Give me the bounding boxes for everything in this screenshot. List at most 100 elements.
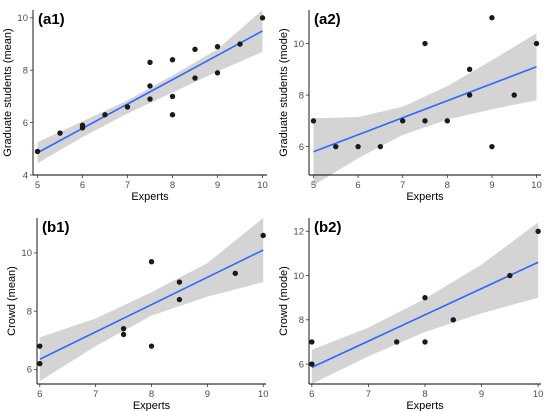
y-tick-label-6: 6 — [299, 142, 304, 153]
data-point-18 — [259, 15, 266, 21]
data-point-6 — [450, 317, 456, 323]
x-tick-label-10: 10 — [531, 180, 542, 191]
x-tick-label-6: 6 — [37, 389, 42, 400]
data-point-14 — [192, 46, 198, 52]
x-axis-title: Experts — [406, 400, 444, 411]
y-tick-label-10: 10 — [293, 271, 304, 282]
data-point-10 — [169, 112, 176, 118]
x-axis-title: Experts — [131, 191, 169, 203]
data-point-5 — [148, 343, 155, 349]
data-point-6 — [422, 118, 428, 124]
x-tick-label-9: 9 — [489, 180, 494, 191]
data-point-1 — [37, 360, 43, 367]
x-tick-label-8: 8 — [149, 389, 154, 400]
x-tick-label-8: 8 — [422, 389, 427, 400]
y-tick-label-4: 4 — [23, 170, 28, 181]
regression-line — [37, 30, 263, 154]
x-tick-label-7: 7 — [400, 180, 405, 191]
data-point-4 — [79, 122, 86, 128]
regression-line — [39, 249, 264, 360]
data-point-4 — [422, 339, 428, 345]
confidence-band — [311, 222, 539, 384]
x-tick-label-9: 9 — [479, 389, 484, 400]
x-tick-label-7: 7 — [93, 389, 98, 400]
data-point-5 — [399, 118, 406, 124]
x-tick-label-6: 6 — [309, 389, 314, 400]
x-axis-title: Experts — [133, 400, 171, 411]
data-point-11 — [169, 93, 176, 100]
data-point-8 — [176, 279, 183, 285]
y-axis-title: Crowd (mean) — [6, 266, 18, 336]
y-tick-label-6: 6 — [299, 359, 304, 370]
x-tick-label-7: 7 — [366, 389, 371, 400]
regression-line — [313, 65, 537, 153]
x-tick-label-8: 8 — [170, 180, 175, 191]
data-point-14 — [533, 40, 540, 47]
data-point-13 — [192, 75, 198, 81]
data-point-9 — [147, 59, 153, 66]
y-tick-label-8: 8 — [27, 306, 32, 317]
data-point-16 — [214, 43, 221, 50]
data-point-2 — [333, 143, 339, 150]
y-tick-label-12: 12 — [293, 227, 304, 238]
data-point-4 — [120, 325, 127, 332]
data-point-10 — [466, 66, 473, 72]
y-tick-label-10: 10 — [293, 39, 304, 50]
data-point-11 — [489, 143, 495, 150]
y-axis-title: Crowd (mode) — [278, 266, 290, 336]
data-point-2 — [57, 130, 63, 136]
x-tick-label-6: 6 — [355, 180, 360, 191]
panel-label: (b2) — [314, 219, 342, 236]
data-point-1 — [309, 361, 315, 367]
y-axis-title: Graduate students (mean) — [2, 28, 14, 156]
data-point-12 — [489, 15, 495, 21]
data-point-15 — [214, 70, 221, 76]
panel-b1: 6 7 8 9 10 6 8 10 Experts Crowd (mean) (b1) — [6, 218, 268, 411]
data-point-8 — [535, 228, 541, 234]
y-tick-label-6: 6 — [27, 365, 32, 376]
panel-label: (b1) — [42, 219, 70, 236]
x-tick-label-5: 5 — [311, 180, 316, 191]
data-point-4 — [377, 143, 384, 150]
y-tick-label-8: 8 — [23, 66, 28, 77]
data-point-17 — [237, 41, 243, 47]
data-point-6 — [148, 258, 155, 265]
x-tick-label-5: 5 — [35, 180, 40, 191]
x-tick-label-8: 8 — [445, 180, 450, 191]
y-tick-label-8: 8 — [299, 315, 304, 326]
x-tick-label-10: 10 — [257, 180, 268, 191]
data-point-3 — [394, 339, 400, 345]
data-point-1 — [310, 118, 317, 124]
data-point-7 — [422, 40, 428, 47]
data-point-2 — [309, 339, 315, 345]
data-point-10 — [260, 232, 266, 239]
x-tick-label-9: 9 — [205, 389, 210, 400]
data-point-7 — [507, 272, 513, 279]
confidence-band — [39, 218, 264, 382]
data-point-5 — [422, 294, 428, 301]
data-point-12 — [169, 57, 176, 63]
data-point-6 — [124, 104, 131, 110]
data-point-9 — [232, 270, 238, 277]
x-tick-label-10: 10 — [258, 389, 269, 400]
y-tick-label-10: 10 — [17, 13, 28, 24]
y-tick-label-10: 10 — [21, 248, 32, 259]
data-point-2 — [37, 343, 43, 349]
y-axis-title: Graduate students (mode) — [278, 28, 290, 156]
x-tick-label-10: 10 — [533, 389, 544, 400]
data-point-1 — [34, 148, 41, 155]
panel-b2: 6 7 8 9 10 6 8 10 12 Experts Crowd (mode) (b2) — [278, 218, 543, 411]
data-point-8 — [147, 83, 153, 89]
data-point-7 — [147, 96, 153, 102]
data-point-7 — [176, 296, 183, 303]
panel-a1: 5 6 7 8 9 10 4 6 8 10 Experts Graduate students (me… — [2, 10, 268, 203]
data-point-8 — [444, 118, 451, 124]
data-point-13 — [511, 92, 517, 98]
data-point-5 — [102, 112, 108, 118]
panel-label: (a1) — [38, 11, 65, 28]
x-axis-title: Experts — [406, 191, 444, 203]
data-point-3 — [355, 143, 361, 150]
regression-line — [311, 261, 539, 369]
x-tick-label-9: 9 — [215, 180, 220, 191]
